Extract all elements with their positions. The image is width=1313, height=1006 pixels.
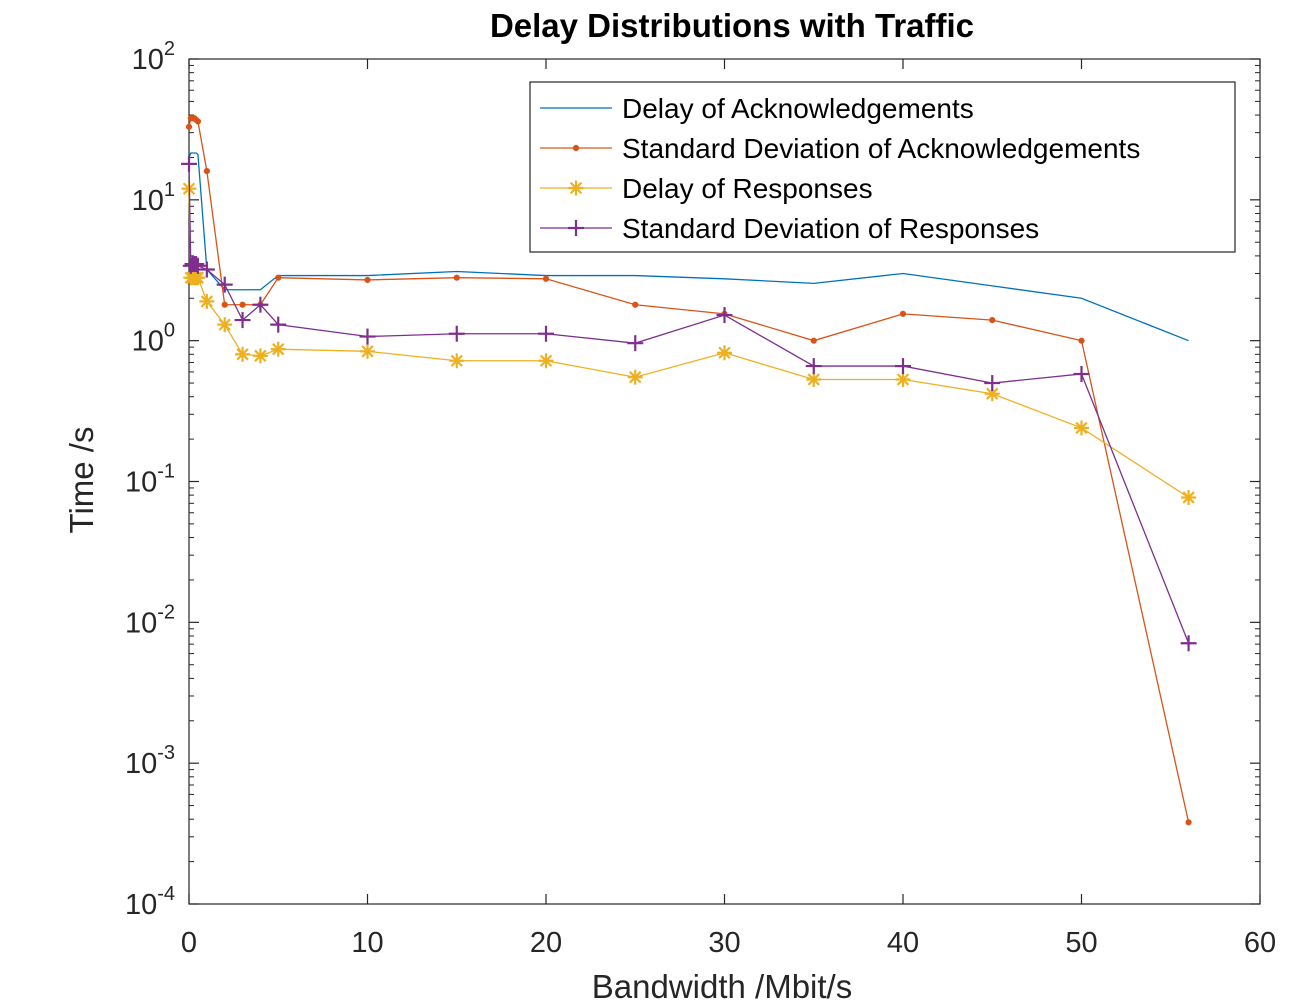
data-point — [1181, 489, 1197, 505]
data-point — [453, 274, 460, 281]
data-point — [360, 343, 375, 359]
data-point — [449, 353, 465, 369]
y-tick-label: 10-1 — [125, 461, 175, 499]
y-tick-base: 10 — [132, 44, 164, 76]
data-point — [810, 337, 817, 344]
x-tick-label: 10 — [351, 927, 383, 959]
legend-marker — [568, 220, 584, 236]
data-point — [538, 353, 554, 369]
y-tick-exponent: -4 — [157, 883, 175, 905]
y-tick-label: 10-4 — [125, 883, 175, 921]
data-point — [1074, 420, 1089, 436]
series-layer — [181, 115, 1197, 826]
data-point — [364, 276, 371, 284]
data-point — [627, 369, 643, 385]
data-point — [188, 256, 205, 273]
x-axis-label: Bandwidth /Mbit/s — [592, 968, 852, 1005]
data-point — [194, 118, 202, 125]
data-point — [542, 275, 550, 282]
y-tick-exponent: 2 — [164, 38, 175, 60]
legend-box — [529, 81, 1236, 253]
data-point — [221, 301, 228, 308]
y-tick-label: 10-3 — [125, 742, 175, 780]
legend-item: Standard Deviation of Responses — [540, 213, 1039, 244]
data-point — [252, 296, 269, 313]
data-point — [252, 348, 268, 364]
y-tick-base: 10 — [132, 185, 164, 217]
data-point — [895, 371, 911, 387]
data-point — [632, 301, 639, 308]
y-tick-label: 101 — [132, 179, 175, 217]
data-point — [1073, 365, 1090, 382]
data-point — [899, 310, 907, 317]
x-tick-label: 20 — [530, 927, 562, 959]
y-tick-exponent: -1 — [157, 461, 175, 483]
data-point — [270, 316, 287, 333]
legend-marker — [568, 180, 584, 196]
legend-label: Delay of Responses — [622, 173, 873, 204]
data-point — [239, 301, 246, 308]
legend-item: Delay of Acknowledgements — [540, 93, 974, 124]
data-point — [217, 317, 233, 333]
y-tick-base: 10 — [125, 607, 157, 639]
data-point — [448, 325, 465, 342]
data-point — [275, 274, 282, 281]
data-point — [198, 261, 215, 278]
data-point — [199, 293, 215, 309]
data-point — [1185, 819, 1192, 826]
y-tick-base: 10 — [125, 889, 157, 921]
data-point — [235, 346, 251, 362]
data-point — [805, 358, 822, 375]
y-axis-label: Time /s — [63, 427, 100, 534]
data-point — [185, 123, 193, 130]
legend-item: Standard Deviation of Acknowledgements — [540, 133, 1140, 164]
series-3 — [181, 155, 1197, 652]
x-tick-label: 0 — [181, 927, 197, 959]
x-tick-label: 30 — [708, 927, 740, 959]
y-tick-label: 100 — [132, 320, 175, 358]
data-point — [984, 375, 1001, 392]
data-point — [895, 358, 911, 375]
y-tick-exponent: 1 — [164, 179, 175, 201]
legend-item: Delay of Responses — [540, 173, 873, 204]
data-point — [181, 155, 197, 172]
y-tick-exponent: -2 — [157, 601, 175, 623]
y-tick-label: 102 — [132, 38, 175, 76]
data-point — [189, 257, 206, 274]
series-1 — [185, 115, 1192, 826]
data-point — [203, 167, 210, 175]
x-tick-label: 60 — [1244, 927, 1276, 959]
data-point — [716, 307, 733, 324]
legend-label: Standard Deviation of Acknowledgements — [622, 133, 1140, 164]
data-point — [234, 312, 251, 329]
data-point — [717, 345, 732, 361]
data-point — [216, 276, 233, 293]
x-tick-label: 50 — [1065, 927, 1097, 959]
data-point — [359, 328, 376, 345]
y-tick-label: 10-2 — [125, 601, 175, 639]
data-point — [627, 335, 644, 352]
data-point — [270, 341, 286, 357]
x-tick-label: 40 — [887, 927, 919, 959]
y-tick-exponent: 0 — [164, 320, 175, 342]
y-tick-exponent: -3 — [157, 742, 175, 764]
data-point — [1180, 635, 1197, 652]
legend-label: Delay of Acknowledgements — [622, 93, 974, 124]
y-tick-base: 10 — [132, 326, 164, 358]
legend-marker — [572, 144, 580, 152]
data-point — [538, 325, 554, 342]
legend: Delay of Acknowledgements Standard Deviat… — [529, 81, 1236, 253]
data-point — [989, 316, 996, 324]
y-tick-base: 10 — [125, 467, 157, 499]
legend-label: Standard Deviation of Responses — [622, 213, 1039, 244]
chart-title: Delay Distributions with Traffic — [490, 7, 974, 44]
y-tick-base: 10 — [125, 748, 157, 780]
data-point — [1078, 337, 1085, 344]
data-point — [806, 371, 822, 387]
